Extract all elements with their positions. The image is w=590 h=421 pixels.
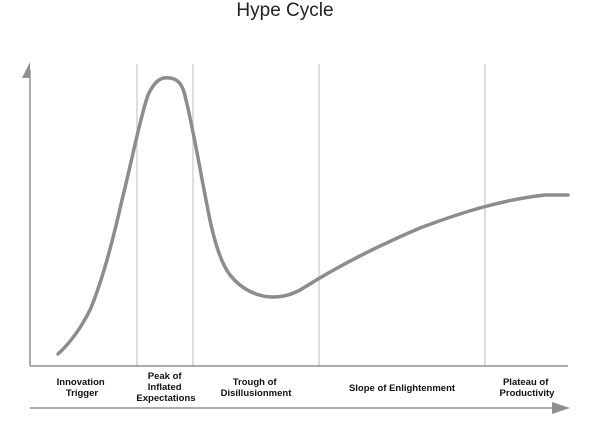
phase-label-peak-of-inflated-expectations: Peak of Inflated Expectations	[136, 371, 195, 404]
phase-label-innovation-trigger: Innovation Trigger	[57, 377, 108, 399]
diagram-title: Hype Cycle	[236, 0, 334, 21]
phase-label-plateau-of-productivity: Plateau of Productivity	[500, 377, 556, 399]
phase-dividers	[136, 64, 486, 366]
hype-curve	[56, 75, 570, 356]
x-axis-arrow	[552, 402, 570, 414]
phase-label-trough-of-disillusionment: Trough of Disillusionment	[221, 377, 293, 399]
phase-label-slope-of-enlightenment: Slope of Enlightenment	[349, 383, 456, 394]
y-axis-arrow	[22, 62, 30, 78]
